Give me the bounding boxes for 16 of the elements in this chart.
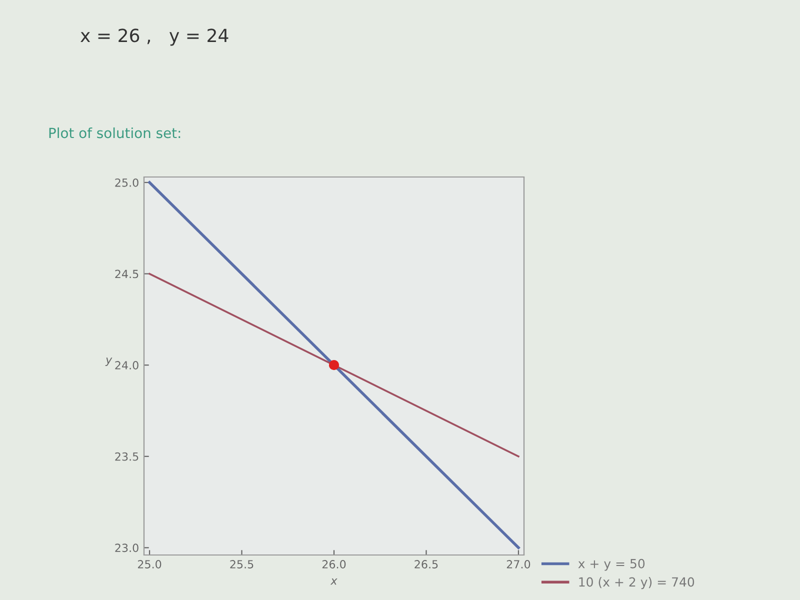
x-tick-label: 25.0 <box>138 560 162 568</box>
y-tick-label: 25.0 <box>115 178 138 187</box>
y-tick-label: 24.5 <box>115 270 138 278</box>
x-tick-label: 25.5 <box>230 560 254 568</box>
chart-title: Plot of solution set: <box>49 127 180 138</box>
x-tick-label: 26.0 <box>322 560 346 568</box>
x-axis-title: x <box>330 578 338 585</box>
legend-label: x + y = 50 <box>578 558 645 571</box>
legend-label: 10 (x + 2 y) = 740 <box>579 577 694 590</box>
y-tick-label: 23.5 <box>115 452 138 461</box>
x-tick-label: 26.5 <box>414 560 438 568</box>
y-tick-label: 24.0 <box>115 361 138 370</box>
y-tick-label: 23.0 <box>115 544 138 552</box>
y-axis-title: y <box>105 358 112 366</box>
x-tick-label: 27.0 <box>506 560 530 568</box>
text: x = 26 , y = 24 <box>80 28 228 46</box>
